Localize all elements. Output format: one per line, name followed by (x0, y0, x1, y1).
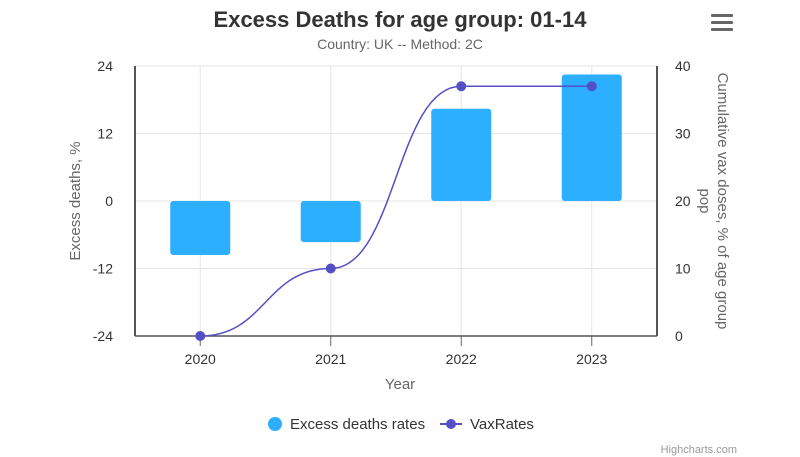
x-tick-label: 2020 (185, 351, 216, 367)
vax-point-2020 (195, 331, 206, 341)
legend-bar-symbol (268, 417, 282, 431)
vax-point-2021 (325, 263, 336, 274)
x-tick-label: 2021 (315, 351, 346, 367)
legend-item-excess-deaths: Excess deaths rates (290, 416, 425, 433)
y-tick-label: -24 (93, 328, 113, 344)
y2-tick-label: 40 (675, 58, 691, 74)
credits: Highcharts.com (661, 444, 737, 456)
y-tick-label: 0 (105, 193, 113, 209)
x-tick-label: 2023 (576, 351, 607, 367)
bar-2021 (300, 201, 361, 243)
chart-title: Excess Deaths for age group: 01-14 (214, 7, 588, 32)
legend-line-marker (446, 419, 456, 429)
vax-line (200, 85, 592, 337)
y-tick-label: -12 (93, 261, 113, 277)
bar-2022 (431, 108, 492, 201)
y-axis-title: Excess deaths, % (67, 141, 84, 260)
vax-point-2023 (586, 81, 597, 92)
y2-tick-label: 10 (675, 261, 691, 277)
hamburger-menu-icon[interactable] (711, 14, 733, 34)
vax-point-2022 (456, 81, 467, 92)
y2-tick-label: 0 (675, 328, 683, 344)
x-tick-label: 2022 (446, 351, 477, 367)
bar-2020 (170, 201, 231, 255)
y-tick-label: 12 (97, 126, 113, 142)
y-tick-label: 24 (97, 58, 113, 74)
chart-subtitle: Country: UK -- Method: 2C (317, 36, 483, 52)
legend-item-vaxrates: VaxRates (470, 416, 534, 433)
y2-tick-label: 30 (675, 126, 691, 142)
y2-tick-label: 20 (675, 193, 691, 209)
bar-2023 (561, 74, 622, 201)
y2-axis-title: Cumulative vax doses, % of age grouppop (696, 73, 731, 330)
x-axis-title: Year (385, 376, 415, 393)
